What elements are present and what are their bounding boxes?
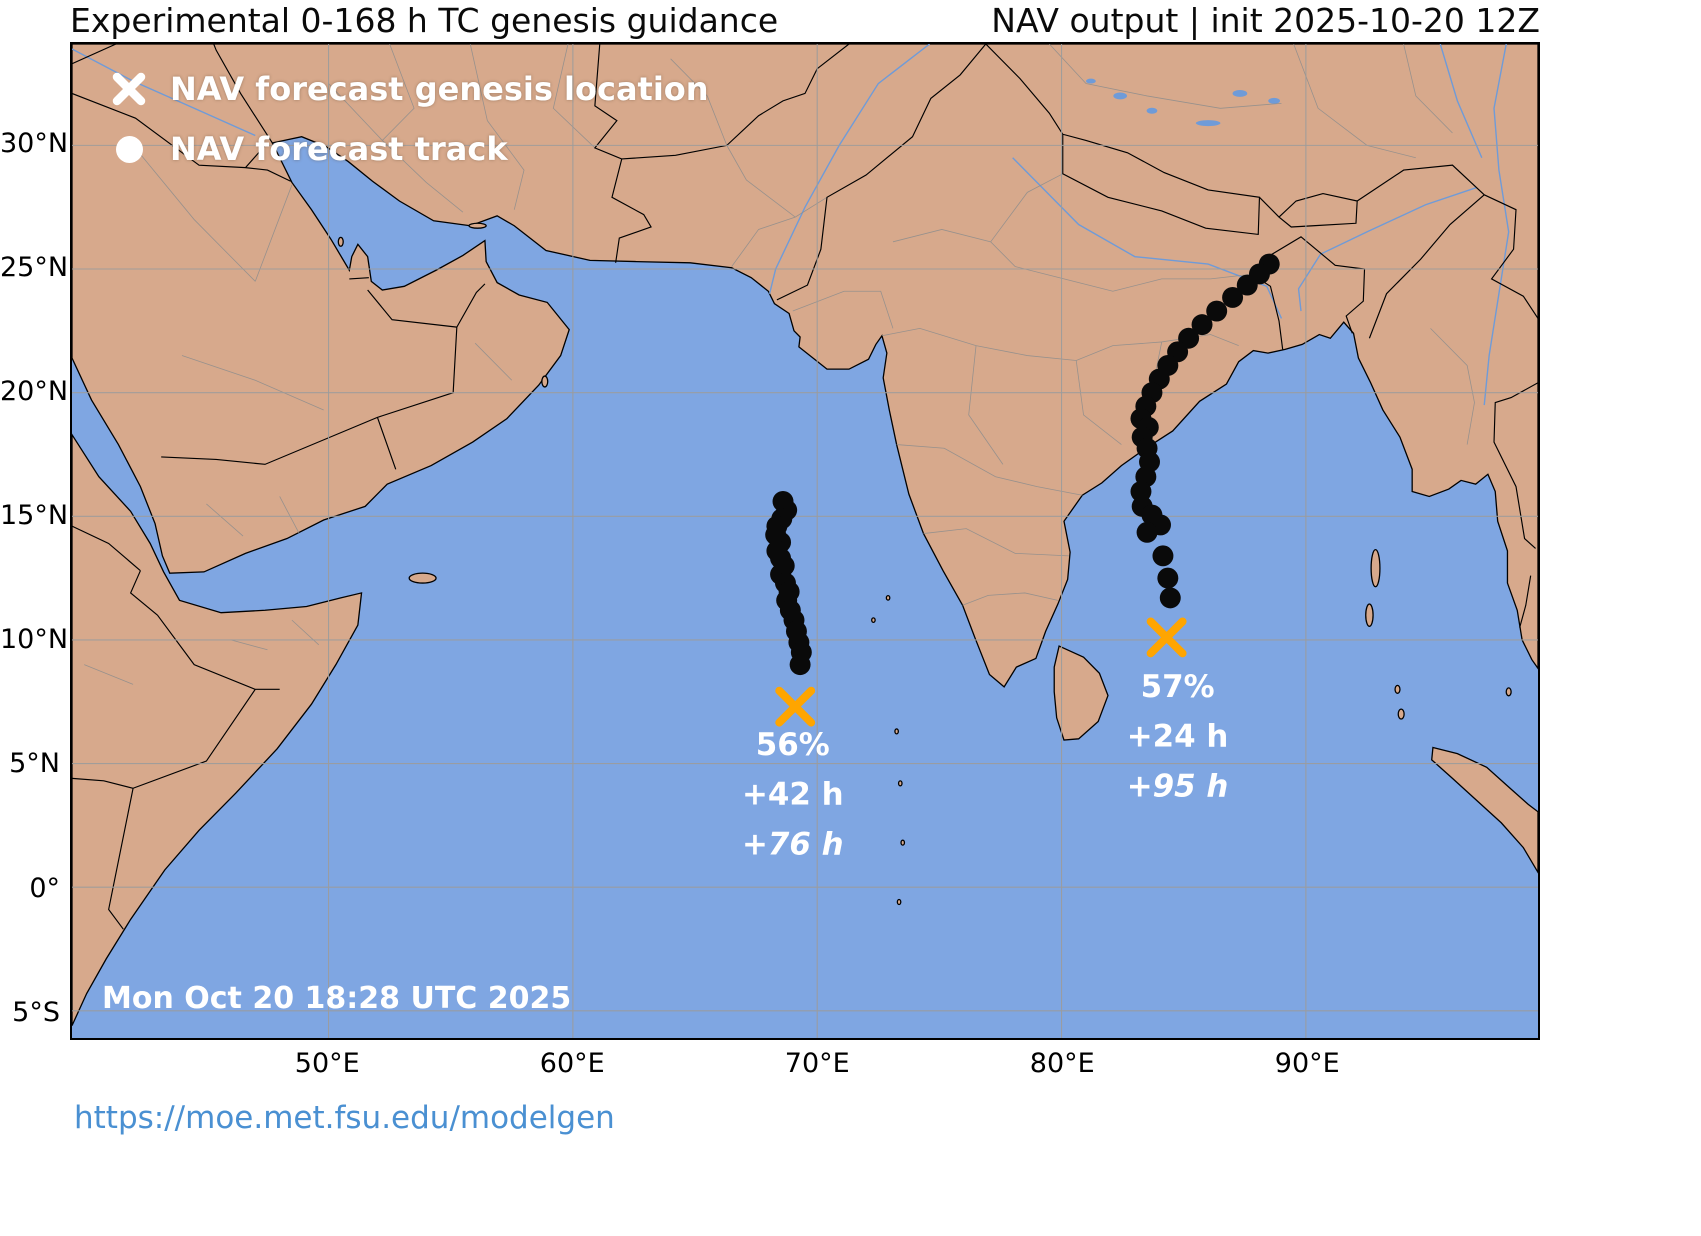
x-axis-tick-label: 70°E xyxy=(784,1048,850,1079)
footer: https://moe.met.fsu.edu/modelgen xyxy=(74,1100,615,1136)
map-canvas: 56% +42 h +76 h 57% +24 h +95 h xyxy=(72,44,1538,1038)
track-point xyxy=(1222,286,1244,308)
figure-header: Experimental 0-168 h TC genesis guidance… xyxy=(70,1,1540,40)
y-axis-tick-label: 30°N xyxy=(0,127,69,159)
island-lakshadweep-2 xyxy=(886,596,889,600)
track-dot-icon xyxy=(106,135,152,163)
x-axis-tick-label: 90°E xyxy=(1274,1048,1340,1079)
y-axis-tick-label: 25°N xyxy=(0,251,69,283)
islands-group xyxy=(338,223,1511,904)
island-qeshm xyxy=(469,223,486,228)
island-nicobar-1 xyxy=(1395,685,1400,693)
island-maldives-3 xyxy=(901,840,904,845)
island-maldives-2 xyxy=(899,781,902,786)
y-axis-tick-label: 15°N xyxy=(0,500,69,532)
storm-annotation: +95 h xyxy=(1127,768,1229,804)
lakes-group xyxy=(1085,78,1280,127)
land-africa xyxy=(72,435,362,1026)
genesis-x-marker xyxy=(775,686,816,727)
y-axis-tick-label: 0° xyxy=(29,872,60,904)
model-init-label: NAV output | init 2025-10-20 12Z xyxy=(991,1,1540,40)
storm-annotation: 57% xyxy=(1141,669,1215,705)
lake xyxy=(1085,78,1096,84)
timestamp: Mon Oct 20 18:28 UTC 2025 xyxy=(102,981,572,1016)
track-point xyxy=(1206,300,1228,322)
island-nicobar-2 xyxy=(1398,709,1404,719)
x-axis-tick-label: 50°E xyxy=(294,1048,360,1079)
track-point xyxy=(1236,274,1258,296)
land-sri-lanka xyxy=(1054,646,1108,740)
island-maldives-1 xyxy=(895,729,898,734)
map: 56% +42 h +76 h 57% +24 h +95 h NAV forecast … xyxy=(70,42,1540,1040)
storm-annotation: 56% xyxy=(756,727,830,763)
track-point xyxy=(1159,587,1181,609)
storm-annotation: +24 h xyxy=(1127,719,1229,755)
figure-title: Experimental 0-168 h TC genesis guidance xyxy=(70,1,779,40)
y-axis-tick-label: 10°N xyxy=(0,624,69,656)
y-axis-tick-label: 20°N xyxy=(0,376,69,408)
island-andaman-north xyxy=(1371,550,1380,587)
track-point xyxy=(1157,567,1179,589)
lake xyxy=(1146,107,1158,114)
forecast-overlay: 56% +42 h +76 h 57% +24 h +95 h xyxy=(72,44,1538,1038)
legend-label-track: NAV forecast track xyxy=(170,130,508,168)
storm-annotation: +42 h xyxy=(742,777,844,813)
legend-label-genesis: NAV forecast genesis location xyxy=(170,70,709,108)
island-lakshadweep-1 xyxy=(872,618,875,622)
track-point xyxy=(1136,521,1158,543)
legend-item-genesis: NAV forecast genesis location xyxy=(106,68,709,110)
track-point xyxy=(1191,314,1213,336)
island-masirah xyxy=(542,376,548,387)
track-point xyxy=(1152,545,1174,567)
rivers xyxy=(72,44,1509,405)
lake xyxy=(1195,120,1221,127)
legend: NAV forecast genesis location NAV foreca… xyxy=(106,68,709,168)
island-bahrain xyxy=(338,237,343,246)
island-maldives-4 xyxy=(897,900,900,905)
genesis-x-marker xyxy=(1146,617,1187,658)
land-eurasia xyxy=(72,44,1538,687)
basemap-geography xyxy=(72,44,1538,1026)
lake xyxy=(1232,89,1248,97)
island-andaman-south xyxy=(1366,604,1373,626)
lake xyxy=(1113,92,1128,100)
genesis-x-icon xyxy=(106,68,152,110)
lake xyxy=(1268,97,1280,104)
y-axis-tick-label: 5°N xyxy=(9,748,60,780)
island-phuket xyxy=(1506,688,1511,696)
x-axis-tick-label: 60°E xyxy=(539,1048,605,1079)
modelgen-link[interactable]: https://moe.met.fsu.edu/modelgen xyxy=(74,1100,615,1136)
land-sumatra xyxy=(1432,747,1538,872)
island-socotra xyxy=(409,573,436,583)
storm-annotation: +76 h xyxy=(742,827,844,863)
track-point xyxy=(789,654,811,676)
x-axis-tick-label: 80°E xyxy=(1029,1048,1095,1079)
legend-item-track: NAV forecast track xyxy=(106,130,709,168)
y-axis-tick-label: 5°S xyxy=(12,996,60,1028)
